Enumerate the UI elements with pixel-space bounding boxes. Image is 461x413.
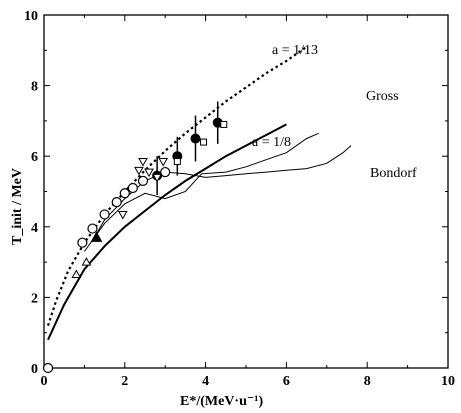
annotation-bondorf: Bondorf xyxy=(370,166,417,181)
point-open-circle xyxy=(99,209,110,220)
point-open-circle xyxy=(77,237,88,248)
point-open-circle xyxy=(127,182,138,194)
point-open-triangle-down xyxy=(117,210,128,220)
point-open-square xyxy=(173,157,181,165)
point-open-circle xyxy=(137,175,149,187)
y-tick-label: 8 xyxy=(31,80,38,95)
y-tick-label: 0 xyxy=(31,362,38,377)
annotation-a18: a = 1/8 xyxy=(252,135,291,150)
x-tick-label: 6 xyxy=(283,374,290,389)
point-open-triangle-down xyxy=(138,157,148,167)
data-points xyxy=(42,101,228,374)
point-open-circle xyxy=(87,223,98,234)
x-tick-label: 4 xyxy=(202,374,209,389)
x-tick-label: 0 xyxy=(41,374,48,389)
y-tick-label: 10 xyxy=(24,9,38,24)
point-open-triangle xyxy=(71,269,82,278)
point-open-triangle-down xyxy=(134,166,144,176)
point-open-triangle-down xyxy=(144,168,154,178)
x-axis-title: E*/(MeV·u⁻¹) xyxy=(180,394,263,409)
point-open-square xyxy=(200,138,208,146)
y-tick-label: 2 xyxy=(31,291,38,306)
point-filled-triangle xyxy=(90,231,103,242)
tick-labels: 0 2 4 6 8 10 0 2 4 6 8 10 xyxy=(24,9,455,389)
point-open-triangle xyxy=(81,257,92,266)
y-tick-label: 4 xyxy=(31,221,38,236)
y-tick-label: 6 xyxy=(31,150,38,165)
point-open-triangle-down xyxy=(158,157,169,167)
model-curves xyxy=(46,45,352,341)
x-tick-label: 8 xyxy=(364,374,371,389)
annotation-a13: a = 1/13 xyxy=(272,43,318,58)
point-filled-circle xyxy=(190,133,201,144)
x-tick-label: 2 xyxy=(121,374,128,389)
point-open-square xyxy=(220,120,228,128)
point-open-circle xyxy=(42,362,54,374)
x-tick-label: 10 xyxy=(441,374,455,389)
series-line-1 xyxy=(47,123,287,341)
plot-frame xyxy=(43,14,449,369)
point-open-circle xyxy=(119,188,130,199)
annotation-gross: Gross xyxy=(366,89,399,104)
series-line-3 xyxy=(92,145,352,242)
y-axis-title: T_init / MeV xyxy=(10,168,25,245)
series-line-2 xyxy=(83,132,319,252)
point-open-circle xyxy=(111,196,122,208)
point-open-circle xyxy=(160,166,171,178)
plot-border xyxy=(43,14,449,369)
point-open-triangle-down xyxy=(152,173,162,183)
